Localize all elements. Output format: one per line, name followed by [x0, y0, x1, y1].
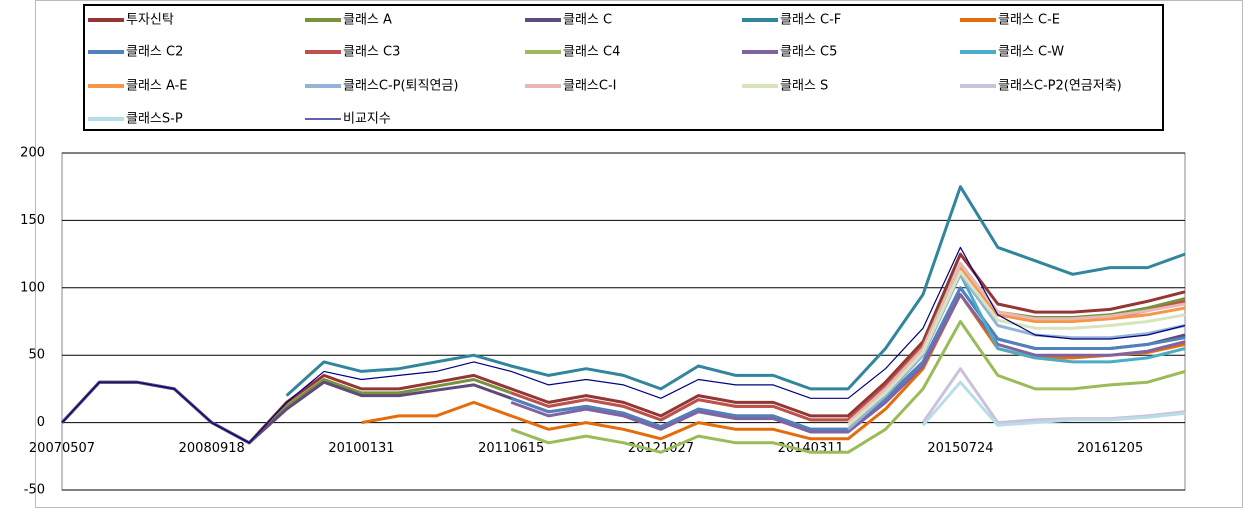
series-line — [847, 262, 1186, 424]
y-tick-label: 50 — [28, 348, 45, 363]
series-line — [285, 185, 1186, 397]
series-line — [847, 272, 1186, 431]
series-line — [510, 320, 1186, 454]
series-line — [510, 266, 1186, 422]
series-line — [510, 293, 1186, 434]
legend-label: 클래스 A-E — [126, 79, 188, 94]
y-tick-label: 0 — [37, 415, 45, 430]
series-line — [847, 270, 1186, 427]
legend-label: 클래스 C — [563, 13, 612, 28]
legend-label: 클래스 S — [780, 79, 828, 94]
legend-label: 클래스C-P(퇴직연금) — [343, 79, 458, 94]
legend-label: 클래스 C3 — [343, 45, 400, 60]
legend-label: 클래스C-I — [563, 79, 616, 94]
legend-label: 클래스 C-E — [998, 13, 1060, 28]
series-line — [60, 286, 1186, 445]
plot-area — [61, 152, 1186, 491]
x-tick-label: 20080918 — [179, 441, 245, 456]
y-tick-label: -50 — [24, 483, 45, 498]
legend — [83, 4, 1164, 131]
y-tick-label: 200 — [20, 146, 45, 161]
legend-label: 클래스 C-W — [998, 45, 1064, 60]
series-line — [921, 380, 1186, 427]
legend-label: 클래스C-P2(연금저축) — [998, 79, 1122, 94]
x-tick-label: 20150724 — [927, 441, 993, 456]
legend-label: 클래스 C4 — [563, 45, 620, 60]
series-line — [921, 367, 1186, 425]
y-tick-label: 100 — [20, 280, 45, 295]
legend-label: 클래스 C-F — [780, 13, 841, 28]
legend-label: 비교지수 — [343, 112, 391, 127]
legend-label: 클래스 C5 — [780, 45, 837, 60]
x-tick-label: 20161205 — [1077, 441, 1143, 456]
y-tick-label: 150 — [20, 213, 45, 228]
x-tick-label: 20140311 — [778, 441, 844, 456]
x-tick-label: 20110615 — [478, 441, 544, 456]
legend-label: 클래스 A — [343, 13, 392, 28]
legend-label: 클래스S-P — [126, 112, 183, 127]
x-tick-label: 20070507 — [29, 441, 95, 456]
series-line — [61, 246, 1186, 444]
x-tick-label: 20100131 — [328, 441, 394, 456]
legend-label: 클래스 C2 — [126, 45, 183, 60]
legend-label: 투자신탁 — [126, 13, 174, 28]
